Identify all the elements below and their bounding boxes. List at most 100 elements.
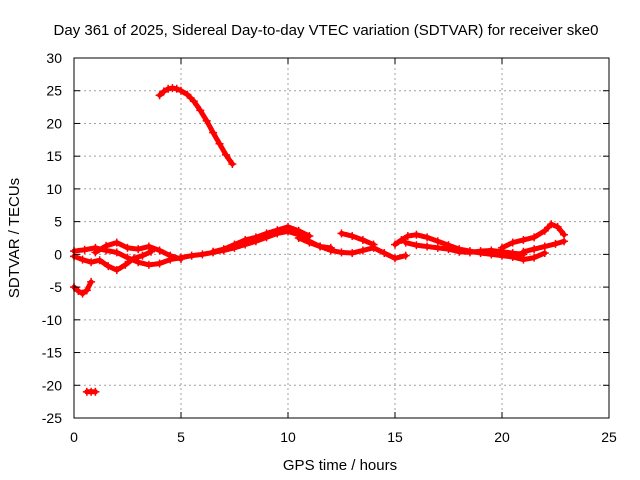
data-point (423, 233, 432, 242)
y-tick-label: 5 (54, 214, 62, 230)
data-point (134, 245, 143, 254)
data-point (294, 226, 303, 235)
data-point (337, 229, 346, 238)
data-point (123, 243, 132, 252)
data-point (391, 254, 399, 263)
series-isolated (82, 387, 100, 396)
data-point (348, 249, 357, 258)
y-tick-label: 20 (46, 115, 62, 131)
data-point (221, 150, 230, 159)
data-point (547, 220, 556, 229)
data-point (305, 238, 314, 247)
data-point (138, 251, 147, 260)
series-track-F (337, 229, 378, 249)
data-point (433, 243, 442, 252)
data-point (487, 246, 496, 255)
data-point (358, 235, 367, 244)
series-high-arc (155, 84, 237, 169)
data-point (91, 248, 100, 257)
data-point (166, 251, 175, 260)
y-tick-label: -15 (42, 345, 62, 361)
data-point (112, 248, 121, 257)
data-point (112, 238, 121, 247)
data-point (74, 287, 83, 296)
series-band (339, 230, 377, 247)
y-tick-label: -20 (42, 377, 62, 393)
data-point (348, 232, 357, 241)
data-point (530, 245, 539, 254)
data-point (530, 233, 539, 242)
data-point (144, 260, 153, 269)
data-point (230, 240, 239, 249)
data-point (403, 232, 412, 241)
x-tick-label: 15 (387, 429, 403, 445)
series-track-E (294, 234, 410, 263)
data-point (219, 245, 228, 254)
y-axis-label: SDTVAR / TECUs (6, 178, 23, 298)
data-point (273, 226, 282, 235)
data-point (397, 235, 406, 244)
data-point (202, 116, 211, 125)
data-point (560, 237, 569, 246)
y-tick-label: -5 (50, 279, 63, 295)
data-point (401, 238, 410, 247)
tick-layer: 0 5 10 15 20 25 -25 -20 -15 -10 -5 0 5 10 15 20 25 30 (42, 50, 617, 445)
y-tick-label: 10 (46, 181, 62, 197)
y-tick-label: 30 (46, 50, 62, 66)
series-band (71, 229, 334, 268)
data-point (112, 266, 121, 275)
data-point (209, 247, 218, 256)
data-point (95, 256, 104, 265)
data-point (444, 245, 453, 254)
series-track-I (498, 220, 569, 252)
data-point (369, 240, 378, 249)
data-point (465, 248, 474, 257)
data-point (209, 128, 218, 137)
y-tick-label: 25 (46, 83, 62, 99)
data-point (155, 91, 164, 100)
series-track-C (91, 238, 185, 263)
data-point (412, 230, 421, 239)
data-point (121, 260, 130, 269)
data-point (262, 229, 271, 238)
data-point (129, 254, 138, 263)
data-point (78, 289, 87, 298)
series-track-J (519, 237, 569, 256)
y-tick-label: -10 (42, 312, 62, 328)
data-point (241, 235, 250, 244)
data-point (215, 139, 224, 148)
series-band (157, 85, 235, 167)
data-point (82, 286, 91, 295)
data-point (540, 242, 549, 251)
data-point (294, 234, 303, 242)
data-point (391, 240, 399, 249)
x-tick-label: 0 (70, 429, 78, 445)
data-point (189, 97, 198, 106)
data-point (177, 254, 185, 263)
data-point (87, 277, 96, 286)
x-tick-label: 20 (494, 429, 510, 445)
y-tick-label: 15 (46, 148, 62, 164)
data-point (540, 226, 549, 235)
data-point (196, 106, 205, 115)
y-tick-label: 0 (54, 246, 62, 262)
data-point (87, 258, 96, 267)
data-point (326, 246, 335, 255)
y-tick-label: -25 (42, 410, 62, 426)
x-tick-label: 5 (177, 429, 185, 445)
data-point (159, 87, 168, 96)
data-point (155, 246, 164, 255)
data-point (423, 242, 432, 251)
data-point (80, 245, 89, 254)
data-point (412, 241, 421, 250)
x-axis-label: GPS time / hours (283, 457, 397, 474)
x-tick-label: 10 (280, 429, 296, 445)
data-point (551, 239, 560, 248)
data-point (380, 249, 389, 258)
data-point (401, 251, 410, 260)
data-point (553, 222, 562, 231)
data-point (455, 247, 464, 256)
data-point (337, 248, 346, 257)
series-band (71, 249, 154, 273)
